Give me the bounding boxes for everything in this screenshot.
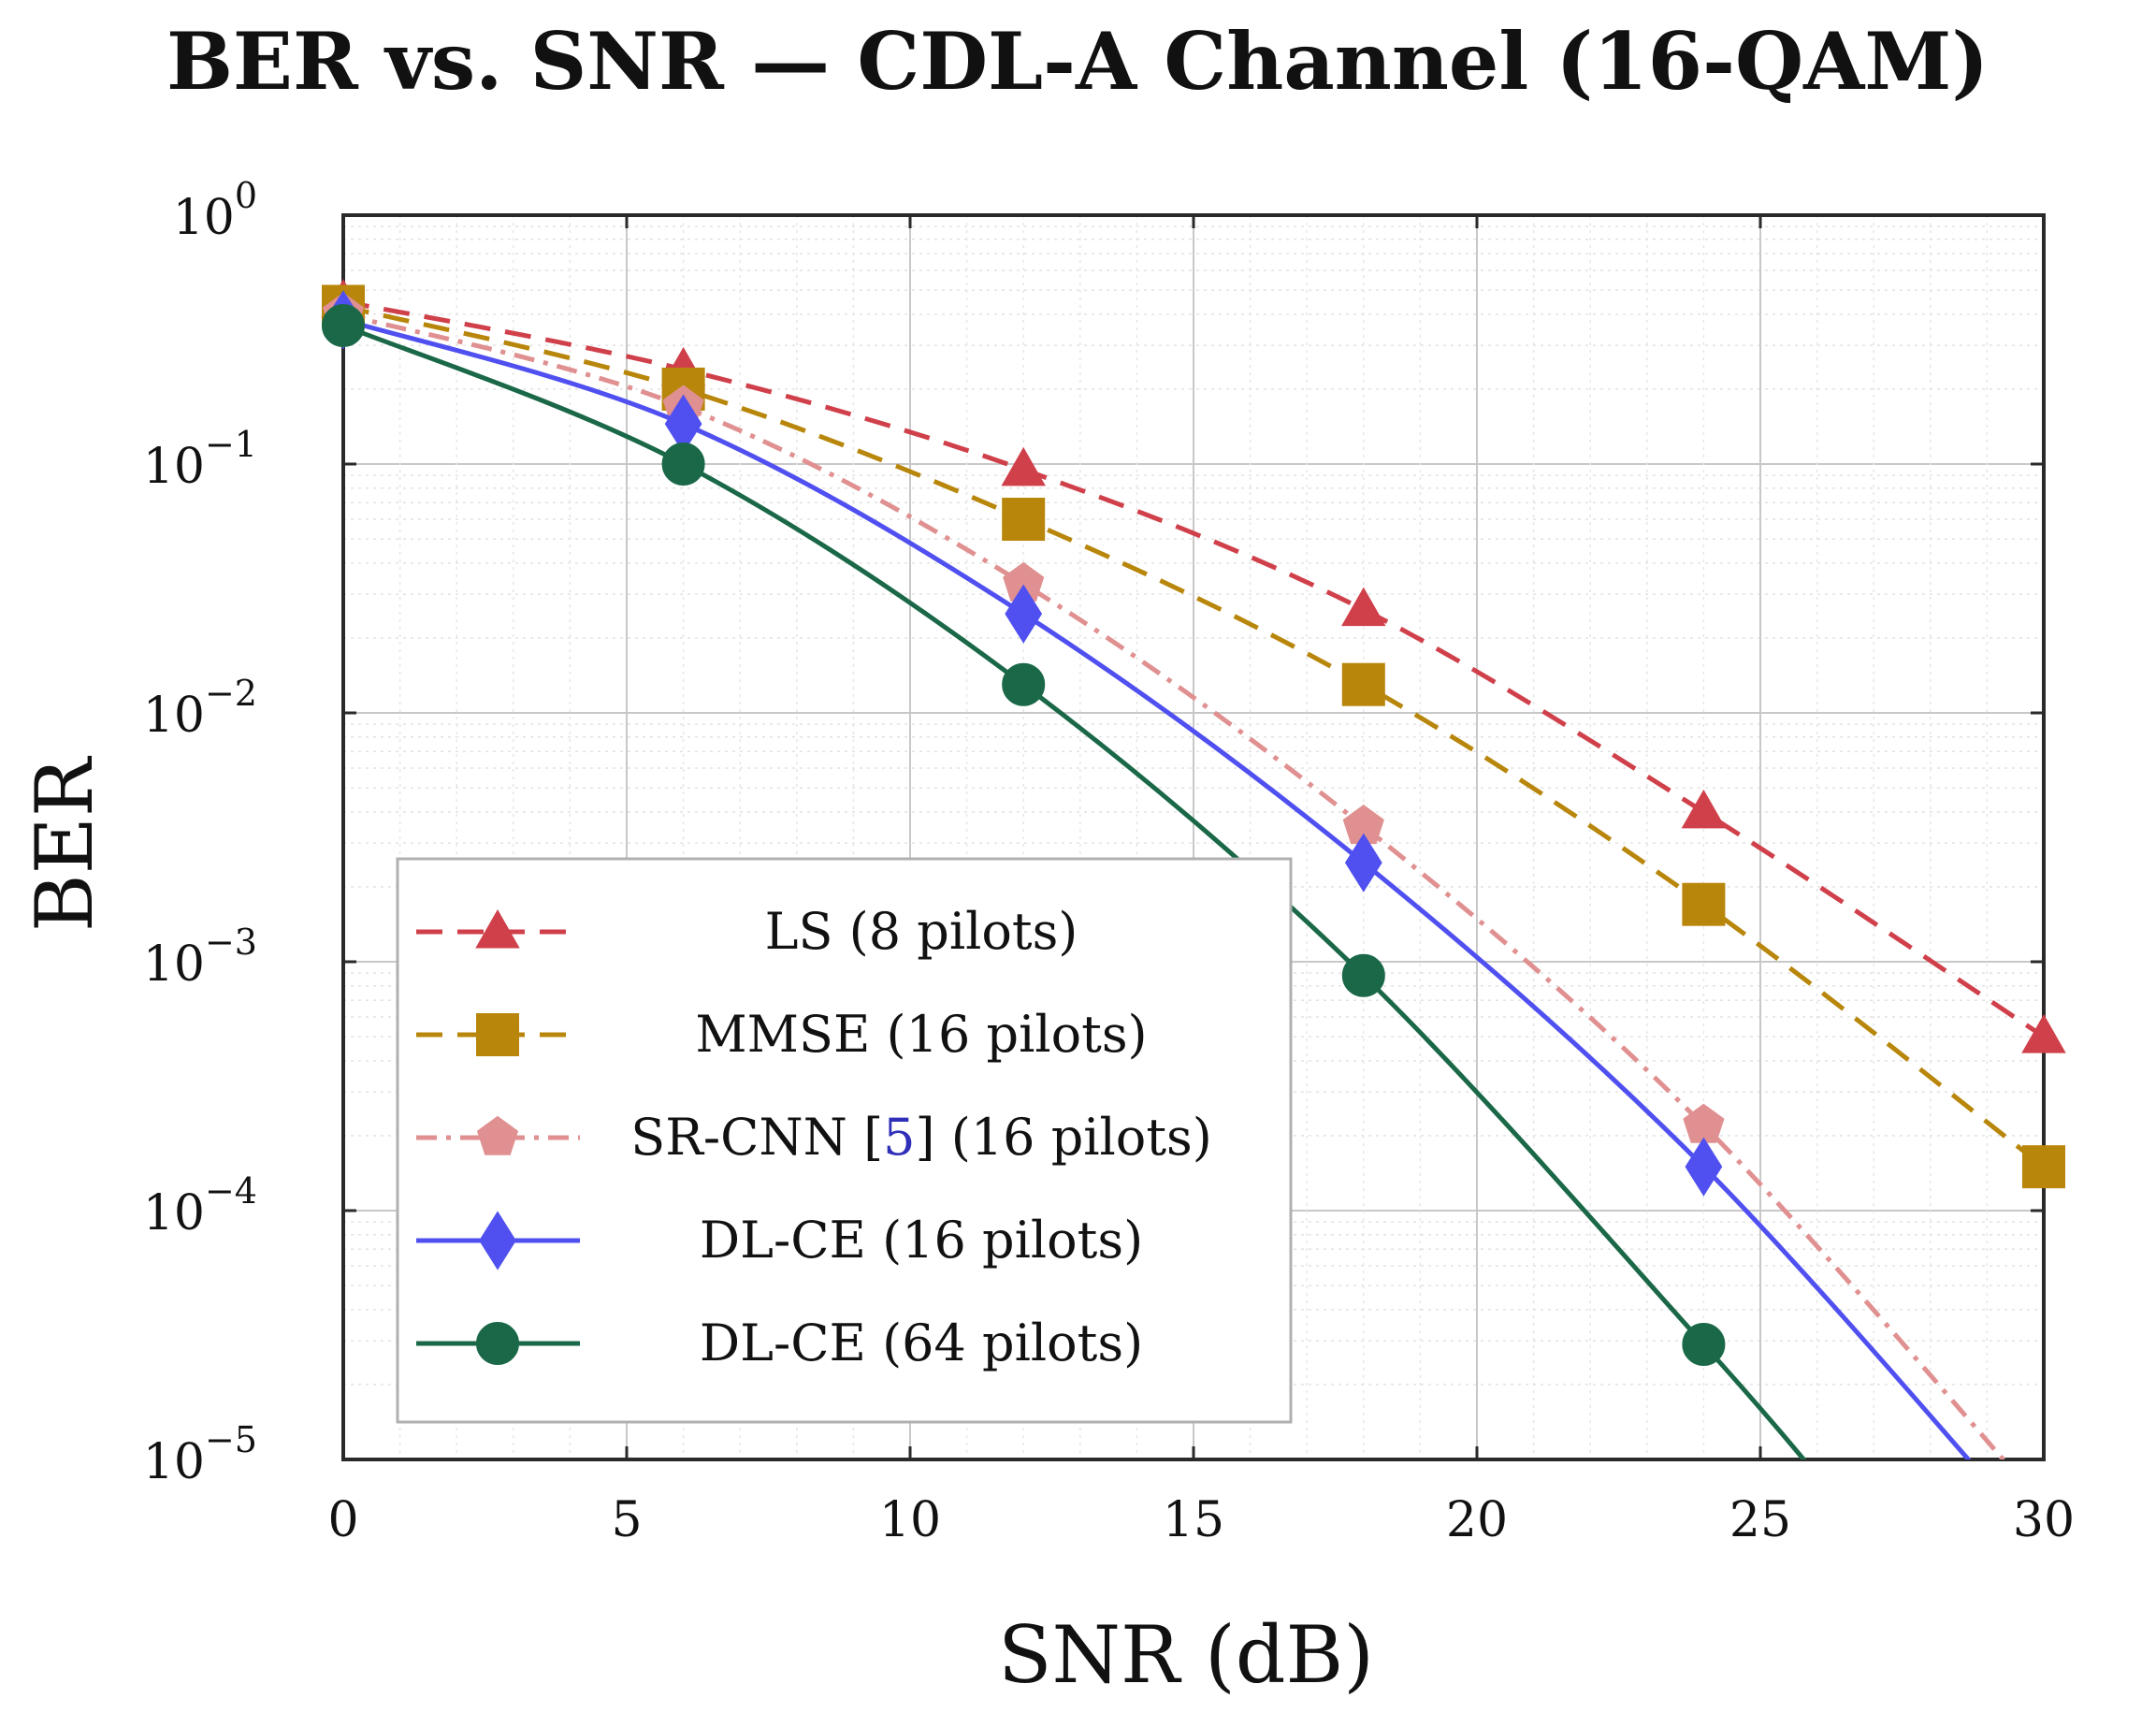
series-4 xyxy=(325,290,1972,1459)
legend-label: DL-CE (64 pilots) xyxy=(700,1314,1143,1372)
legend-entry: DL-CE (16 pilots) xyxy=(416,1211,1143,1270)
y-axis-label: BER xyxy=(19,755,110,932)
x-tick-label: 5 xyxy=(611,1492,642,1548)
data-point-marker xyxy=(661,443,705,486)
data-point-marker xyxy=(1001,446,1046,486)
y-tick-label: 100 xyxy=(173,175,257,246)
data-point-marker xyxy=(2021,1014,2066,1053)
chart-title: BER vs. SNR — CDL-A Channel (16-QAM) xyxy=(166,15,1989,108)
x-tick-label: 15 xyxy=(1163,1492,1224,1548)
data-point-marker xyxy=(475,908,520,949)
data-point-marker xyxy=(322,304,365,348)
data-point-marker xyxy=(1681,789,1727,829)
legend-label: DL-CE (16 pilots) xyxy=(700,1211,1143,1270)
data-point-marker xyxy=(1341,662,1385,706)
series-layer xyxy=(321,279,2066,1459)
data-point-marker xyxy=(1005,584,1043,644)
data-point-marker xyxy=(1341,587,1386,627)
x-tick-label: 30 xyxy=(2013,1492,2075,1548)
y-tick-label: 10−4 xyxy=(143,1170,257,1241)
x-tick-label: 0 xyxy=(327,1492,358,1548)
x-tick-label: 25 xyxy=(1729,1492,1791,1548)
data-point-marker xyxy=(1685,1137,1723,1197)
legend-entry: DL-CE (64 pilots) xyxy=(416,1314,1143,1372)
legend-entry: LS (8 pilots) xyxy=(416,902,1078,961)
legend-box xyxy=(396,857,1293,1424)
x-axis-label: SNR (dB) xyxy=(998,1609,1374,1701)
legend-label: LS (8 pilots) xyxy=(765,902,1078,961)
data-point-marker xyxy=(1344,833,1382,893)
data-point-marker xyxy=(479,1211,516,1270)
data-point-marker xyxy=(1341,953,1385,997)
grid xyxy=(342,215,2045,1460)
x-tick-label: 20 xyxy=(1446,1492,1508,1548)
y-tick-label: 10−2 xyxy=(143,673,257,744)
series-line xyxy=(343,317,1972,1459)
legend-label: MMSE (16 pilots) xyxy=(695,1005,1147,1064)
data-point-marker xyxy=(476,1322,519,1365)
series-line xyxy=(343,304,2044,1169)
data-point-marker xyxy=(1002,498,1046,542)
x-tick-label: 10 xyxy=(879,1492,941,1548)
series-line xyxy=(343,298,2044,1039)
legend-entry: MMSE (16 pilots) xyxy=(416,1005,1148,1064)
legend-label: SR-CNN [5] (16 pilots) xyxy=(630,1108,1212,1167)
data-point-marker xyxy=(1682,1323,1726,1367)
series-line xyxy=(343,312,2006,1459)
data-point-marker xyxy=(1682,882,1726,926)
data-point-marker xyxy=(476,1115,519,1155)
data-point-marker xyxy=(476,1013,519,1056)
legend: LS (8 pilots) MMSE (16 pilots) SR-CNN [5] … xyxy=(396,857,1293,1424)
data-point-marker xyxy=(2022,1145,2065,1189)
y-tick-label: 10−3 xyxy=(143,922,257,993)
series-5 xyxy=(322,304,1807,1459)
y-tick-label: 10−5 xyxy=(143,1419,257,1490)
y-tick-label: 10−1 xyxy=(143,424,257,495)
data-point-marker xyxy=(1002,662,1046,706)
legend-entry: SR-CNN [5] (16 pilots) xyxy=(416,1108,1212,1167)
